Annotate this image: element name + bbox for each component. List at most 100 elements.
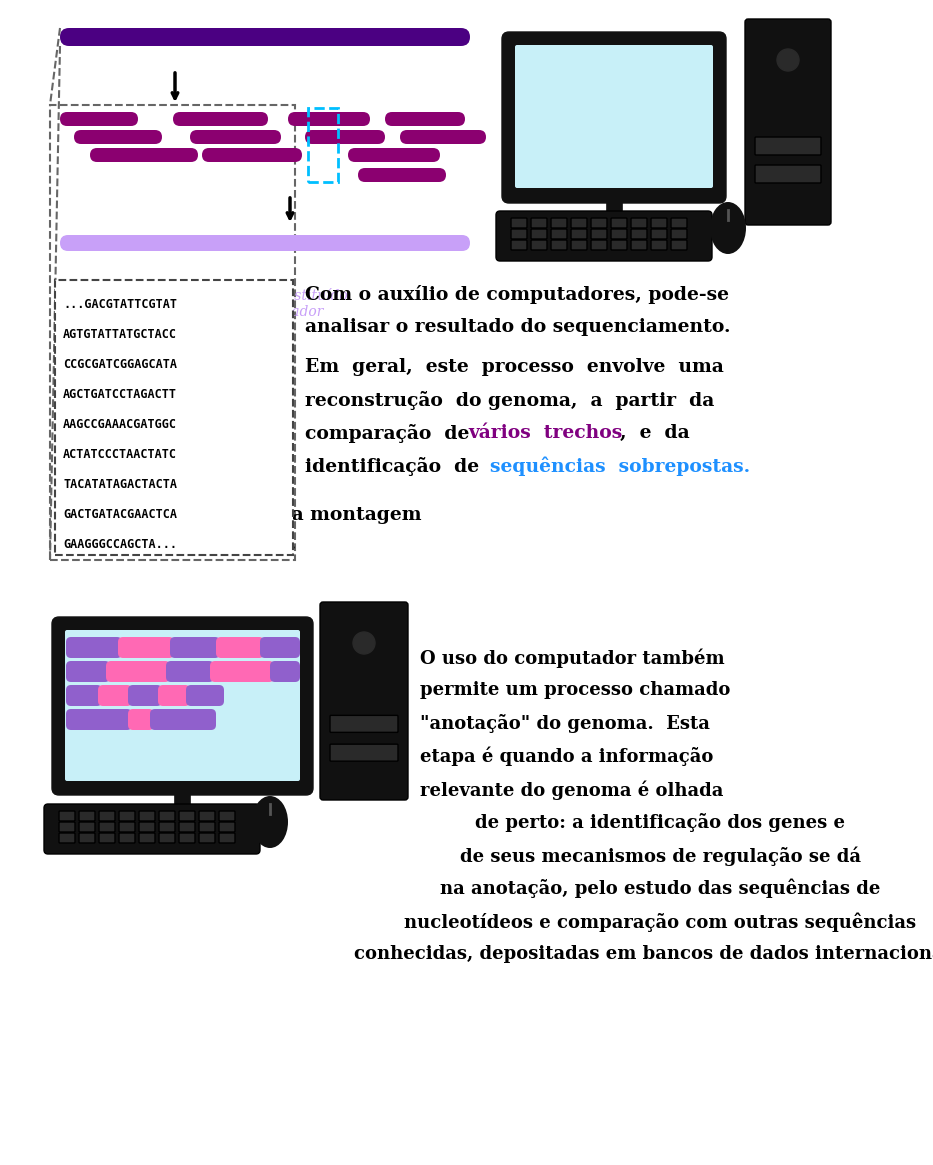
FancyBboxPatch shape <box>59 822 75 832</box>
FancyBboxPatch shape <box>611 230 627 239</box>
FancyBboxPatch shape <box>79 833 95 843</box>
Text: permite um processo chamado: permite um processo chamado <box>420 682 731 699</box>
FancyBboxPatch shape <box>651 240 667 250</box>
FancyBboxPatch shape <box>531 230 547 239</box>
Text: Em  geral,  este  processo  envolve  uma: Em geral, este processo envolve uma <box>305 358 724 376</box>
FancyBboxPatch shape <box>631 240 647 250</box>
FancyBboxPatch shape <box>128 709 154 730</box>
FancyBboxPatch shape <box>270 661 300 682</box>
FancyBboxPatch shape <box>745 19 831 225</box>
Bar <box>50 105 295 560</box>
FancyBboxPatch shape <box>141 814 223 833</box>
Text: relevante do genoma é olhada: relevante do genoma é olhada <box>420 781 723 799</box>
FancyBboxPatch shape <box>631 230 647 239</box>
FancyBboxPatch shape <box>330 744 398 761</box>
FancyBboxPatch shape <box>400 130 486 144</box>
Ellipse shape <box>252 796 288 848</box>
FancyBboxPatch shape <box>511 240 527 250</box>
FancyBboxPatch shape <box>348 148 440 162</box>
FancyBboxPatch shape <box>74 130 162 144</box>
FancyBboxPatch shape <box>591 218 607 228</box>
Text: nucleotídeos e comparação com outras sequências: nucleotídeos e comparação com outras seq… <box>404 912 916 932</box>
FancyBboxPatch shape <box>216 637 264 658</box>
Text: de seus mecanismos de regulação se dá: de seus mecanismos de regulação se dá <box>459 846 860 866</box>
FancyBboxPatch shape <box>119 822 135 832</box>
Circle shape <box>777 49 799 71</box>
Text: É muito parecido com a montagem: É muito parecido com a montagem <box>55 502 422 523</box>
FancyBboxPatch shape <box>305 130 385 144</box>
FancyBboxPatch shape <box>531 218 547 228</box>
FancyBboxPatch shape <box>671 230 687 239</box>
FancyBboxPatch shape <box>571 230 587 239</box>
FancyBboxPatch shape <box>90 148 198 162</box>
FancyBboxPatch shape <box>511 218 527 228</box>
FancyBboxPatch shape <box>202 148 302 162</box>
Text: ...GACGTATTCGTAT: ...GACGTATTCGTAT <box>63 298 177 311</box>
FancyBboxPatch shape <box>591 240 607 250</box>
FancyBboxPatch shape <box>288 112 370 126</box>
FancyBboxPatch shape <box>52 617 313 795</box>
FancyBboxPatch shape <box>199 833 215 843</box>
FancyBboxPatch shape <box>260 637 300 658</box>
FancyBboxPatch shape <box>44 804 260 854</box>
Text: "anotação" do genoma.  Esta: "anotação" do genoma. Esta <box>420 714 710 733</box>
FancyBboxPatch shape <box>139 822 155 832</box>
Circle shape <box>353 631 375 654</box>
FancyBboxPatch shape <box>573 220 655 238</box>
FancyBboxPatch shape <box>98 685 132 706</box>
Text: na anotação, pelo estudo das sequências de: na anotação, pelo estudo das sequências … <box>439 880 880 898</box>
FancyBboxPatch shape <box>65 630 300 781</box>
FancyBboxPatch shape <box>320 602 408 800</box>
FancyBboxPatch shape <box>186 685 224 706</box>
FancyBboxPatch shape <box>611 218 627 228</box>
FancyBboxPatch shape <box>79 811 95 821</box>
FancyBboxPatch shape <box>179 822 195 832</box>
Text: etapa é quando a informação: etapa é quando a informação <box>420 747 714 767</box>
FancyBboxPatch shape <box>631 218 647 228</box>
FancyBboxPatch shape <box>66 685 102 706</box>
FancyBboxPatch shape <box>496 211 712 261</box>
FancyBboxPatch shape <box>651 218 667 228</box>
FancyBboxPatch shape <box>219 822 235 832</box>
FancyBboxPatch shape <box>99 811 115 821</box>
FancyBboxPatch shape <box>59 811 75 821</box>
FancyBboxPatch shape <box>128 685 162 706</box>
FancyBboxPatch shape <box>515 45 713 188</box>
FancyBboxPatch shape <box>158 685 190 706</box>
FancyBboxPatch shape <box>66 637 122 658</box>
FancyBboxPatch shape <box>219 811 235 821</box>
Text: GAAGGGCCAGCTA...: GAAGGGCCAGCTA... <box>63 538 177 551</box>
FancyBboxPatch shape <box>330 715 398 733</box>
FancyBboxPatch shape <box>219 833 235 843</box>
Bar <box>55 280 293 555</box>
FancyBboxPatch shape <box>60 235 470 250</box>
Text: AGTGTATTATGCTACC: AGTGTATTATGCTACC <box>63 329 177 341</box>
FancyBboxPatch shape <box>199 822 215 832</box>
FancyBboxPatch shape <box>60 112 138 126</box>
Text: AGCTGATCCTAGACTT: AGCTGATCCTAGACTT <box>63 388 177 401</box>
FancyBboxPatch shape <box>66 661 110 682</box>
Text: reconstrução  do genoma,  a  partir  da: reconstrução do genoma, a partir da <box>305 391 715 410</box>
FancyBboxPatch shape <box>99 833 115 843</box>
Text: CCGCGATCGGAGCATA: CCGCGATCGGAGCATA <box>63 358 177 370</box>
Ellipse shape <box>710 202 746 254</box>
Text: comparação  de: comparação de <box>305 424 476 443</box>
FancyBboxPatch shape <box>755 137 821 155</box>
FancyBboxPatch shape <box>59 833 75 843</box>
Text: TACATATAGACTACTA: TACATATAGACTACTA <box>63 478 177 490</box>
FancyBboxPatch shape <box>159 822 175 832</box>
FancyBboxPatch shape <box>118 637 174 658</box>
FancyBboxPatch shape <box>173 112 268 126</box>
FancyBboxPatch shape <box>150 709 216 730</box>
FancyBboxPatch shape <box>79 822 95 832</box>
FancyBboxPatch shape <box>106 661 170 682</box>
Text: conhecidas, depositadas em bancos de dados internacionais.: conhecidas, depositadas em bancos de dad… <box>354 945 933 963</box>
Text: ,  e  da: , e da <box>620 424 689 442</box>
Text: ACTATCCCTAACTATC: ACTATCCCTAACTATC <box>63 449 177 461</box>
FancyBboxPatch shape <box>159 811 175 821</box>
FancyBboxPatch shape <box>119 811 135 821</box>
FancyBboxPatch shape <box>511 230 527 239</box>
FancyBboxPatch shape <box>99 822 115 832</box>
FancyBboxPatch shape <box>179 833 195 843</box>
Bar <box>308 108 338 182</box>
